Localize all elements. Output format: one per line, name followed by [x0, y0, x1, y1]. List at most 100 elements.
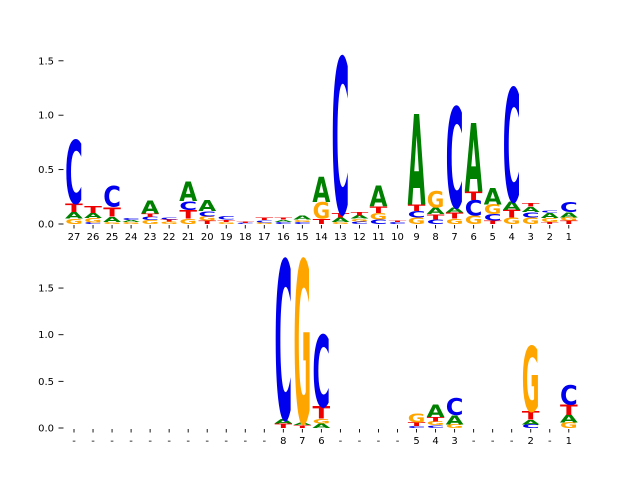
logo-letter-T-top-pos-19: T — [217, 219, 235, 222]
logo-letter-G-top-pos-7: G — [446, 217, 464, 226]
x-tick-label-top: 23 — [144, 232, 157, 243]
logo-letter-T-top-pos-17: T — [255, 217, 273, 221]
logo-letter-G-top-pos-22: G — [160, 221, 178, 225]
logo-letter-A-top-pos-7: A — [446, 206, 465, 215]
x-tick-label-bottom: - — [510, 436, 514, 447]
logo-letter-G-top-pos-11: G — [370, 211, 388, 221]
logo-letter-A-top-pos-1: A — [560, 211, 579, 220]
logo-letter-C-top-pos-1: C — [560, 200, 578, 216]
logo-letter-T-top-pos-21: T — [179, 207, 197, 221]
x-tick-label-bottom: 1 — [566, 436, 572, 447]
logo-letter-T-top-pos-11: T — [370, 205, 389, 216]
x-tick-label-bottom: - — [186, 436, 190, 447]
x-tick-label-top: 10 — [391, 232, 404, 243]
x-tick-label-top: 19 — [220, 232, 233, 243]
x-tick-label-bottom: - — [358, 436, 362, 447]
logo-letter-G-top-pos-24: G — [122, 221, 140, 225]
x-tick-label-top: 11 — [372, 232, 385, 243]
logo-letter-T-top-pos-6: T — [465, 189, 483, 203]
logo-letter-A-top-pos-8: A — [427, 207, 445, 217]
x-tick-label-bottom: - — [129, 436, 133, 447]
logo-letter-G-bottom-pos-1: G — [560, 421, 578, 430]
x-tick-label-top: 21 — [182, 232, 195, 243]
logo-letter-G-bottom-pos-7: G — [294, 217, 312, 476]
x-tick-label-bottom: - — [148, 436, 152, 447]
x-tick-label-top: 8 — [432, 232, 438, 243]
logo-letter-C-top-pos-2: C — [541, 211, 559, 214]
x-tick-label-bottom: 6 — [318, 436, 324, 447]
x-tick-label-bottom: - — [205, 436, 209, 447]
logo-letter-C-top-pos-10: C — [389, 221, 407, 224]
x-tick-label-top: 20 — [201, 232, 214, 243]
logo-letter-G-bottom-pos-6: G — [313, 417, 331, 425]
x-tick-label-top: 18 — [239, 232, 252, 243]
logo-letter-T-top-pos-20: T — [198, 220, 216, 225]
x-tick-label-bottom: - — [262, 436, 266, 447]
y-tick-label-bottom: 0.5 — [38, 377, 54, 388]
x-tick-label-top: 3 — [528, 232, 534, 243]
logo-letter-G-top-pos-3: G — [522, 216, 540, 226]
logo-letter-A-bottom-pos-2: A — [522, 419, 541, 427]
logo-letter-G-top-pos-27: G — [65, 217, 83, 226]
logo-letter-T-bottom-pos-7: T — [294, 425, 312, 429]
logo-letter-C-top-pos-8: C — [427, 219, 445, 226]
logo-letter-C-bottom-pos-4: C — [427, 425, 445, 429]
logo-letter-G-top-pos-5: G — [484, 202, 502, 218]
x-tick-label-bottom: - — [396, 436, 400, 447]
x-tick-label-top: 16 — [277, 232, 290, 243]
logo-letter-G-top-pos-6: G — [465, 214, 483, 228]
logo-letter-A-top-pos-14: A — [312, 171, 330, 211]
logo-letter-C-bottom-pos-2: C — [522, 424, 540, 430]
logo-letter-G-bottom-pos-2: G — [522, 330, 540, 433]
logo-letter-A-top-pos-24: A — [122, 220, 140, 223]
logo-letter-A-top-pos-21: A — [179, 177, 197, 208]
x-tick-label-top: 1 — [566, 232, 572, 243]
logo-letter-T-top-pos-22: T — [160, 219, 178, 222]
x-tick-label-top: 27 — [68, 232, 81, 243]
logo-letter-A-top-pos-20: A — [198, 197, 216, 215]
logo-letter-T-top-pos-16: T — [275, 217, 293, 220]
x-tick-label-top: 4 — [509, 232, 515, 243]
x-tick-label-bottom: - — [548, 436, 552, 447]
y-tick-label-top: 1.0 — [38, 111, 54, 122]
logo-letter-T-bottom-pos-5: T — [408, 422, 426, 428]
logo-letter-G-top-pos-8: G — [427, 188, 445, 214]
logo-letter-C-bottom-pos-6: C — [313, 315, 331, 430]
x-tick-label-top: 9 — [413, 232, 419, 243]
logo-letter-C-top-pos-27: C — [65, 123, 83, 224]
logo-letter-T-bottom-pos-6: T — [313, 404, 331, 423]
logo-letter-T-top-pos-5: T — [484, 220, 502, 225]
logo-letter-C-top-pos-17: C — [255, 220, 273, 223]
x-tick-label-bottom: - — [91, 436, 95, 447]
x-tick-label-bottom: - — [224, 436, 228, 447]
logo-letter-A-top-pos-4: A — [503, 199, 522, 213]
logo-letter-C-top-pos-26: C — [84, 222, 102, 225]
logo-letter-G-top-pos-13: G — [332, 221, 350, 225]
logo-letter-C-top-pos-15: C — [294, 221, 312, 224]
logo-letter-G-top-pos-15: G — [294, 219, 312, 223]
logo-letter-T-bottom-pos-8: T — [275, 423, 293, 430]
logo-letter-A-bottom-pos-3: A — [446, 413, 465, 427]
logo-letter-C-top-pos-4: C — [503, 59, 521, 239]
logo-letter-A-top-pos-27: A — [65, 211, 83, 221]
logo-letter-T-top-pos-1: T — [560, 220, 578, 225]
x-tick-label-bottom: 7 — [299, 436, 305, 447]
logo-letter-C-top-pos-20: C — [198, 210, 216, 219]
logo-letter-G-top-pos-26: G — [84, 217, 102, 224]
x-tick-label-bottom: 4 — [432, 436, 438, 447]
logo-letter-A-bottom-pos-4: A — [427, 401, 445, 421]
logo-letter-G-top-pos-17: G — [255, 222, 273, 225]
x-tick-label-top: 2 — [547, 232, 553, 243]
logo-letter-A-top-pos-6: A — [465, 105, 483, 215]
x-tick-label-top: 5 — [489, 232, 495, 243]
logo-letter-T-top-pos-4: T — [503, 208, 521, 220]
logo-letter-A-top-pos-5: A — [484, 185, 502, 211]
logo-letter-A-top-pos-16: A — [274, 219, 292, 222]
logo-letter-C-top-pos-5: C — [484, 213, 502, 223]
logo-letter-A-top-pos-13: A — [331, 216, 349, 223]
logo-letter-C-top-pos-6: C — [465, 197, 483, 221]
x-tick-label-top: 15 — [296, 232, 309, 243]
logo-letter-C-top-pos-12: C — [351, 221, 369, 225]
